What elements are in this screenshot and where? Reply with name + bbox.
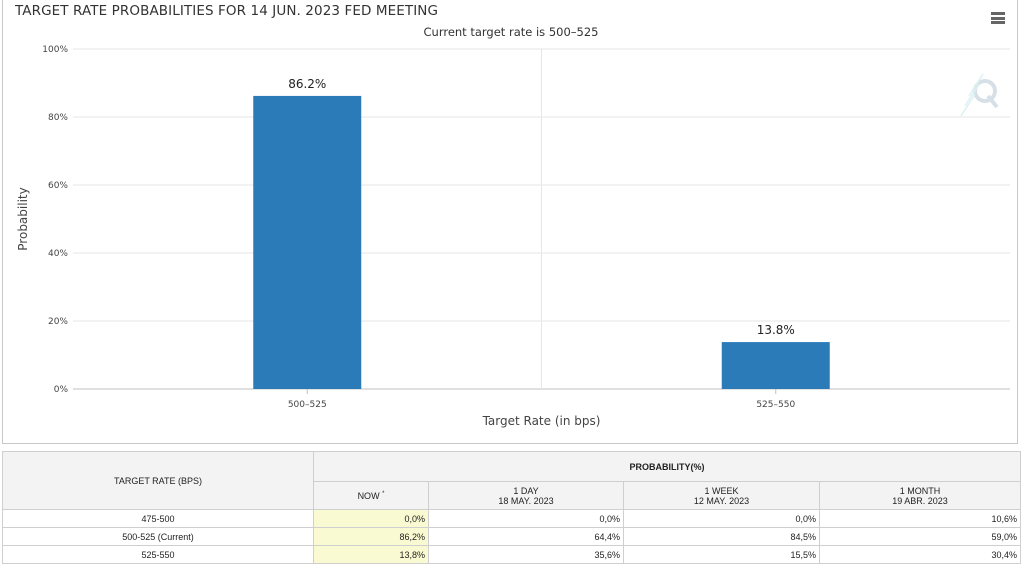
y-tick-label: 60% [48, 181, 68, 191]
bar [253, 95, 362, 390]
row-now-value: 86,2% [313, 527, 429, 546]
row-now-value: 13,8% [313, 545, 429, 564]
probability-header: PROBABILITY(%) [313, 451, 1021, 482]
col-now-label: NOW [357, 490, 380, 501]
menu-icon[interactable] [991, 12, 1005, 24]
col-1week-label: 1 WEEK [704, 485, 739, 496]
x-tick-label: 500–525 [288, 400, 327, 410]
row-1day-value: 64,4% [428, 527, 624, 546]
row-1week-value: 15,5% [623, 545, 820, 564]
probability-table: TARGET RATE (BPS) PROBABILITY(%) NOW * 1… [2, 451, 1021, 564]
row-1month-value: 10,6% [819, 509, 1021, 528]
col-1day-label: 1 DAY [513, 485, 539, 496]
table-row: 500-525 (Current) 86,2% 64,4% 84,5% 59,0… [2, 527, 1021, 546]
row-rate: 500-525 (Current) [2, 527, 314, 546]
chart-subtitle: Current target rate is 500–525 [423, 25, 599, 39]
chart-container: 0% 20% 40% 60% 80% 100% 86.2% 500–525 13.8% 525–5… [2, 0, 1018, 444]
row-1week-value: 0,0% [623, 509, 820, 528]
row-rate: 475-500 [2, 509, 314, 528]
col-now-header: NOW * [313, 481, 429, 510]
bar-data-label: 86.2% [288, 77, 326, 91]
y-tick-label: 40% [48, 249, 68, 259]
row-1month-value: 30,4% [819, 545, 1021, 564]
x-axis-title: Target Rate (in bps) [482, 414, 601, 428]
row-1month-value: 59,0% [819, 527, 1021, 546]
row-1day-value: 0,0% [428, 509, 624, 528]
chart-plot: 0% 20% 40% 60% 80% 100% 86.2% 500–525 13.8% 525–5… [16, 45, 1010, 428]
col-1week-header: 1 WEEK 12 MAY. 2023 [623, 481, 820, 510]
row-rate: 525-550 [2, 545, 314, 564]
y-tick-label: 20% [48, 317, 68, 327]
row-now-value: 0,0% [313, 509, 429, 528]
row-1day-value: 35,6% [428, 545, 624, 564]
col-1month-header: 1 MONTH 19 ABR. 2023 [819, 481, 1021, 510]
col-1month-label: 1 MONTH [899, 485, 941, 496]
y-tick-label: 0% [54, 385, 69, 395]
table-row: 475-500 0,0% 0,0% 0,0% 10,6% [2, 509, 1021, 528]
row-1week-value: 84,5% [623, 527, 820, 546]
col-1day-date: 18 MAY. 2023 [498, 495, 554, 506]
target-rate-header: TARGET RATE (BPS) [2, 451, 314, 510]
bar [721, 342, 830, 389]
bar-data-label: 13.8% [757, 323, 795, 337]
table-row: 525-550 13,8% 35,6% 15,5% 30,4% [2, 545, 1021, 564]
x-tick-label: 525–550 [756, 400, 795, 410]
y-tick-label: 100% [42, 45, 68, 55]
y-tick-label: 80% [48, 113, 68, 123]
col-now-mark: * [382, 490, 385, 497]
col-1month-date: 19 ABR. 2023 [892, 495, 948, 506]
logo-icon [960, 73, 999, 117]
y-axis-title: Probability [16, 187, 30, 250]
col-1day-header: 1 DAY 18 MAY. 2023 [428, 481, 624, 510]
col-1week-date: 12 MAY. 2023 [693, 495, 750, 506]
chart-title: TARGET RATE PROBABILITIES FOR 14 JUN. 20… [15, 3, 439, 19]
